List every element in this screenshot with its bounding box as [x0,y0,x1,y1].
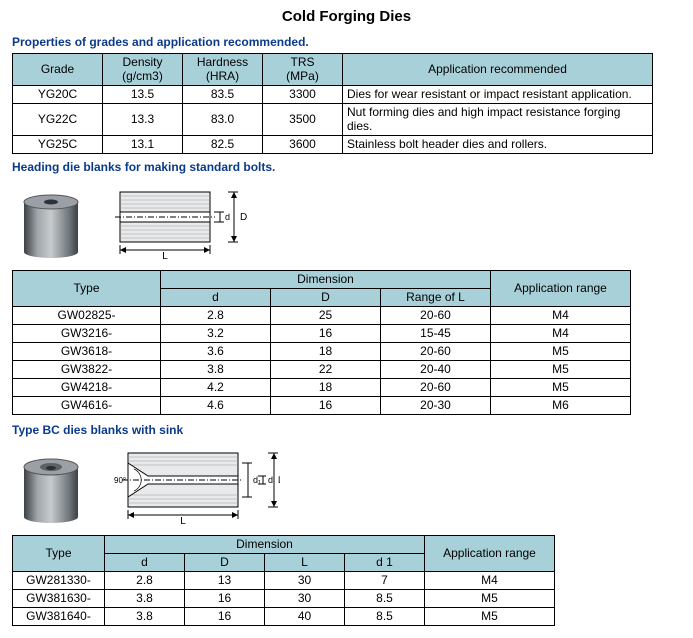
grades-table: Grade Density(g/cm3) Hardness(HRA) TRS(M… [12,53,653,154]
svg-text:d: d [268,475,273,485]
svg-text:d: d [225,212,230,222]
heading-die-table: Type Dimension Application range d D Ran… [12,270,631,415]
page-title: Cold Forging Dies [12,4,681,33]
section1-header: Properties of grades and application rec… [12,35,681,49]
svg-text:D: D [240,212,247,223]
tech-drawing-1-icon: L d D [110,182,250,260]
diagram-row-2: 90° L d₁ d D [16,445,681,525]
svg-text:D: D [278,475,280,485]
cylinder-sink-3d-icon [16,455,88,525]
table-row: GW381630-3.816308.5M5 [13,589,605,607]
svg-text:90°: 90° [114,476,126,485]
section2-header: Heading die blanks for making standard b… [12,160,681,174]
tech-drawing-2-icon: 90° L d₁ d D [110,445,280,525]
svg-text:L: L [162,251,168,260]
table-row: GW381640-3.816408.5M5 [13,607,605,625]
section3-header: Type BC dies blanks with sink [12,423,681,437]
table-row: GW3216-3.21615-45M4 [13,324,631,342]
svg-text:L: L [180,516,186,525]
cylinder-3d-icon [16,192,88,260]
table-row: YG22C13.383.03500 Nut forming dies and h… [13,103,653,135]
table-row: YG25C13.182.53600 Stainless bolt header … [13,135,653,153]
table-row: GW3822-3.82220-40M5 [13,360,631,378]
diagram-row-1: L d D [16,182,681,260]
bc-dies-table: Type Dimension Application range d D L d… [12,535,605,626]
table-row: GW4218-4.21820-60M5 [13,378,631,396]
table-row: GW3618-3.61820-60M5 [13,342,631,360]
table-row: YG20C13.583.53300 Dies for wear resistan… [13,85,653,103]
table-row: GW02825-2.82520-60M4 [13,306,631,324]
table-row: GW281330-2.813307M4 [13,571,605,589]
table-row: GW4616-4.61620-30M6 [13,396,631,414]
